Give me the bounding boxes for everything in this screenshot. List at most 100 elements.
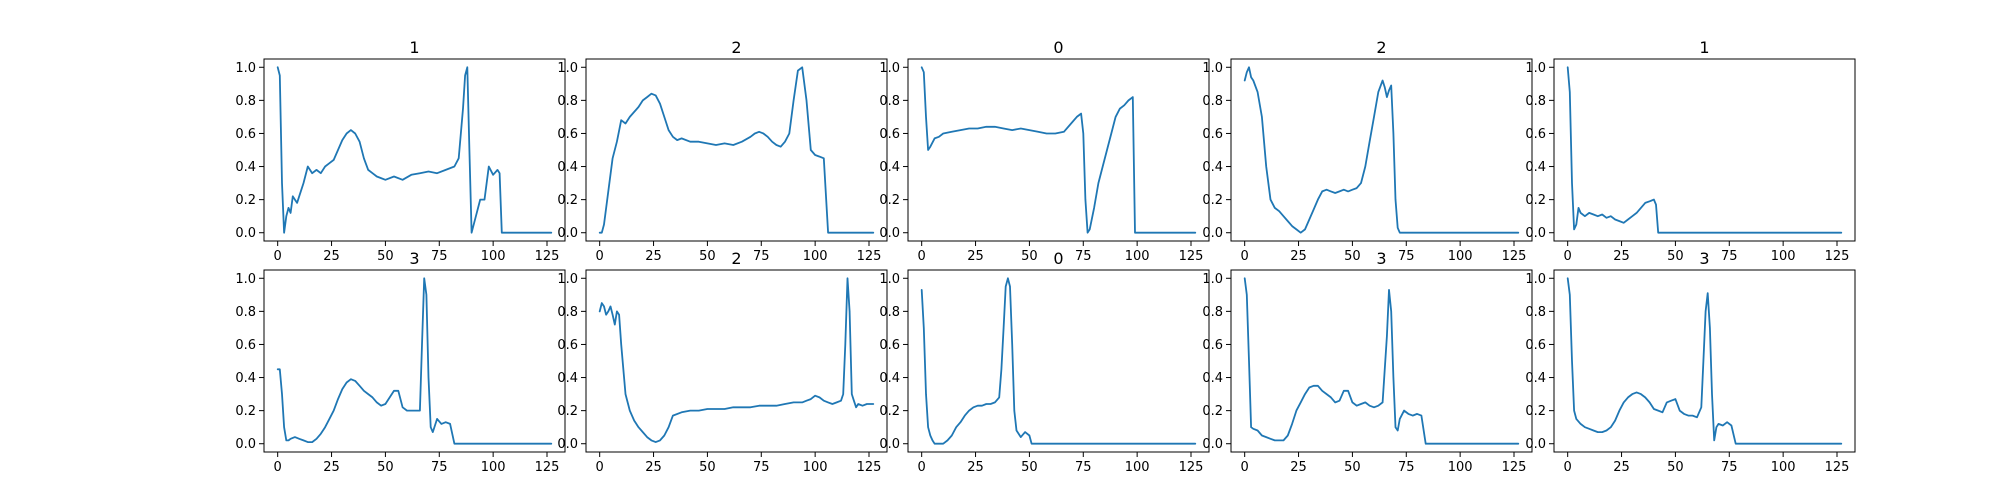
y-tick-label: 0.4 <box>879 371 900 386</box>
x-tick-label: 50 <box>377 249 394 264</box>
x-tick-label: 25 <box>967 249 984 264</box>
x-tick-label: 125 <box>535 460 560 475</box>
y-tick-label: 0.2 <box>1525 404 1546 419</box>
series-line <box>598 66 875 234</box>
y-tick-label: 0.0 <box>235 437 256 452</box>
x-tick-label: 0 <box>596 249 604 264</box>
x-tick-label: 125 <box>535 249 560 264</box>
axes-frame <box>1553 269 1856 453</box>
x-tick-label: 25 <box>967 460 984 475</box>
y-tick-label: 0.8 <box>1202 94 1223 109</box>
y-tick-label: 0.2 <box>879 193 900 208</box>
y-tick-label: 1.0 <box>1525 61 1546 76</box>
y-tick-label: 0.2 <box>557 404 578 419</box>
axes-frame <box>907 269 1210 453</box>
x-tick-label: 50 <box>699 249 716 264</box>
subplot-title: 0 <box>1053 249 1063 268</box>
y-tick-label: 0.8 <box>235 94 256 109</box>
x-tick-label: 75 <box>753 460 770 475</box>
x-tick-label: 125 <box>857 460 882 475</box>
y-tick-label: 0.4 <box>235 371 256 386</box>
y-tick-label: 0.6 <box>879 338 900 353</box>
y-tick-label: 0.4 <box>1525 160 1546 175</box>
y-tick-label: 0.4 <box>1202 371 1223 386</box>
y-tick-label: 0.0 <box>879 226 900 241</box>
subplot-7: 0 25 50 75 100 125 0.0 0.2 0.4 0.6 0.8 1.0 2 <box>557 249 888 475</box>
y-tick-label: 0.0 <box>557 226 578 241</box>
series-line <box>1566 66 1843 234</box>
axes-frame <box>263 58 566 242</box>
subplot-title: 2 <box>731 38 741 57</box>
x-tick-label: 25 <box>1613 249 1630 264</box>
y-tick-label: 0.2 <box>1525 193 1546 208</box>
x-tick-label: 0 <box>1564 249 1572 264</box>
x-tick-label: 50 <box>1021 249 1038 264</box>
x-tick-label: 75 <box>1721 249 1738 264</box>
x-tick-label: 50 <box>1021 460 1038 475</box>
x-tick-label: 50 <box>1344 249 1361 264</box>
axes-frame <box>1230 269 1533 453</box>
y-tick-label: 0.4 <box>235 160 256 175</box>
x-tick-label: 0 <box>274 460 282 475</box>
y-tick-label: 0.0 <box>557 437 578 452</box>
axes-frame <box>1230 58 1533 242</box>
y-tick-label: 1.0 <box>1202 272 1223 287</box>
y-tick-label: 0.8 <box>879 94 900 109</box>
x-tick-label: 25 <box>1290 460 1307 475</box>
y-tick-label: 0.4 <box>879 160 900 175</box>
x-tick-label: 75 <box>1075 249 1092 264</box>
y-tick-label: 1.0 <box>1525 272 1546 287</box>
y-tick-label: 1.0 <box>557 61 578 76</box>
x-tick-label: 75 <box>1075 460 1092 475</box>
y-tick-label: 0.6 <box>557 338 578 353</box>
y-tick-label: 0.0 <box>235 226 256 241</box>
x-tick-label: 100 <box>1771 249 1796 264</box>
subplot-title: 3 <box>1376 249 1386 268</box>
x-tick-label: 125 <box>1825 460 1850 475</box>
subplot-title: 1 <box>1699 38 1709 57</box>
subplot-title: 2 <box>731 249 741 268</box>
axes-frame <box>585 58 888 242</box>
x-tick-label: 100 <box>803 460 828 475</box>
x-tick-label: 75 <box>1398 460 1415 475</box>
y-tick-label: 1.0 <box>235 272 256 287</box>
subplot-title: 0 <box>1053 38 1063 57</box>
x-tick-label: 125 <box>1179 460 1204 475</box>
y-tick-label: 0.8 <box>1525 94 1546 109</box>
subplot-8: 0 25 50 75 100 125 0.0 0.2 0.4 0.6 0.8 1.0 0 <box>879 249 1210 475</box>
y-tick-label: 0.6 <box>235 127 256 142</box>
y-tick-label: 1.0 <box>879 272 900 287</box>
series-line <box>1243 277 1520 445</box>
subplot-title: 2 <box>1376 38 1386 57</box>
y-tick-label: 0.6 <box>879 127 900 142</box>
y-tick-label: 0.0 <box>879 437 900 452</box>
series-line <box>920 66 1197 234</box>
y-tick-label: 1.0 <box>557 272 578 287</box>
y-tick-label: 0.6 <box>1202 127 1223 142</box>
x-tick-label: 50 <box>1667 249 1684 264</box>
x-tick-label: 125 <box>1502 460 1527 475</box>
subplot-4: 0 25 50 75 100 125 0.0 0.2 0.4 0.6 0.8 1.0 2 <box>1202 38 1533 264</box>
axes-frame <box>907 58 1210 242</box>
y-tick-label: 0.6 <box>1202 338 1223 353</box>
y-tick-label: 0.4 <box>1525 371 1546 386</box>
y-tick-label: 1.0 <box>879 61 900 76</box>
x-tick-label: 0 <box>596 460 604 475</box>
y-tick-label: 0.8 <box>879 305 900 320</box>
x-tick-label: 25 <box>1290 249 1307 264</box>
y-tick-label: 0.8 <box>1525 305 1546 320</box>
y-tick-label: 0.4 <box>1202 160 1223 175</box>
y-tick-label: 0.4 <box>557 160 578 175</box>
y-tick-label: 0.6 <box>235 338 256 353</box>
x-tick-label: 75 <box>1398 249 1415 264</box>
y-tick-label: 0.8 <box>235 305 256 320</box>
x-tick-label: 0 <box>274 249 282 264</box>
x-tick-label: 25 <box>323 460 340 475</box>
subplot-6: 0 25 50 75 100 125 0.0 0.2 0.4 0.6 0.8 1.0 3 <box>235 249 566 475</box>
subplot-title: 3 <box>409 249 419 268</box>
y-tick-label: 0.0 <box>1202 437 1223 452</box>
x-tick-label: 0 <box>1241 460 1249 475</box>
y-tick-label: 0.6 <box>557 127 578 142</box>
axes-frame <box>585 269 888 453</box>
